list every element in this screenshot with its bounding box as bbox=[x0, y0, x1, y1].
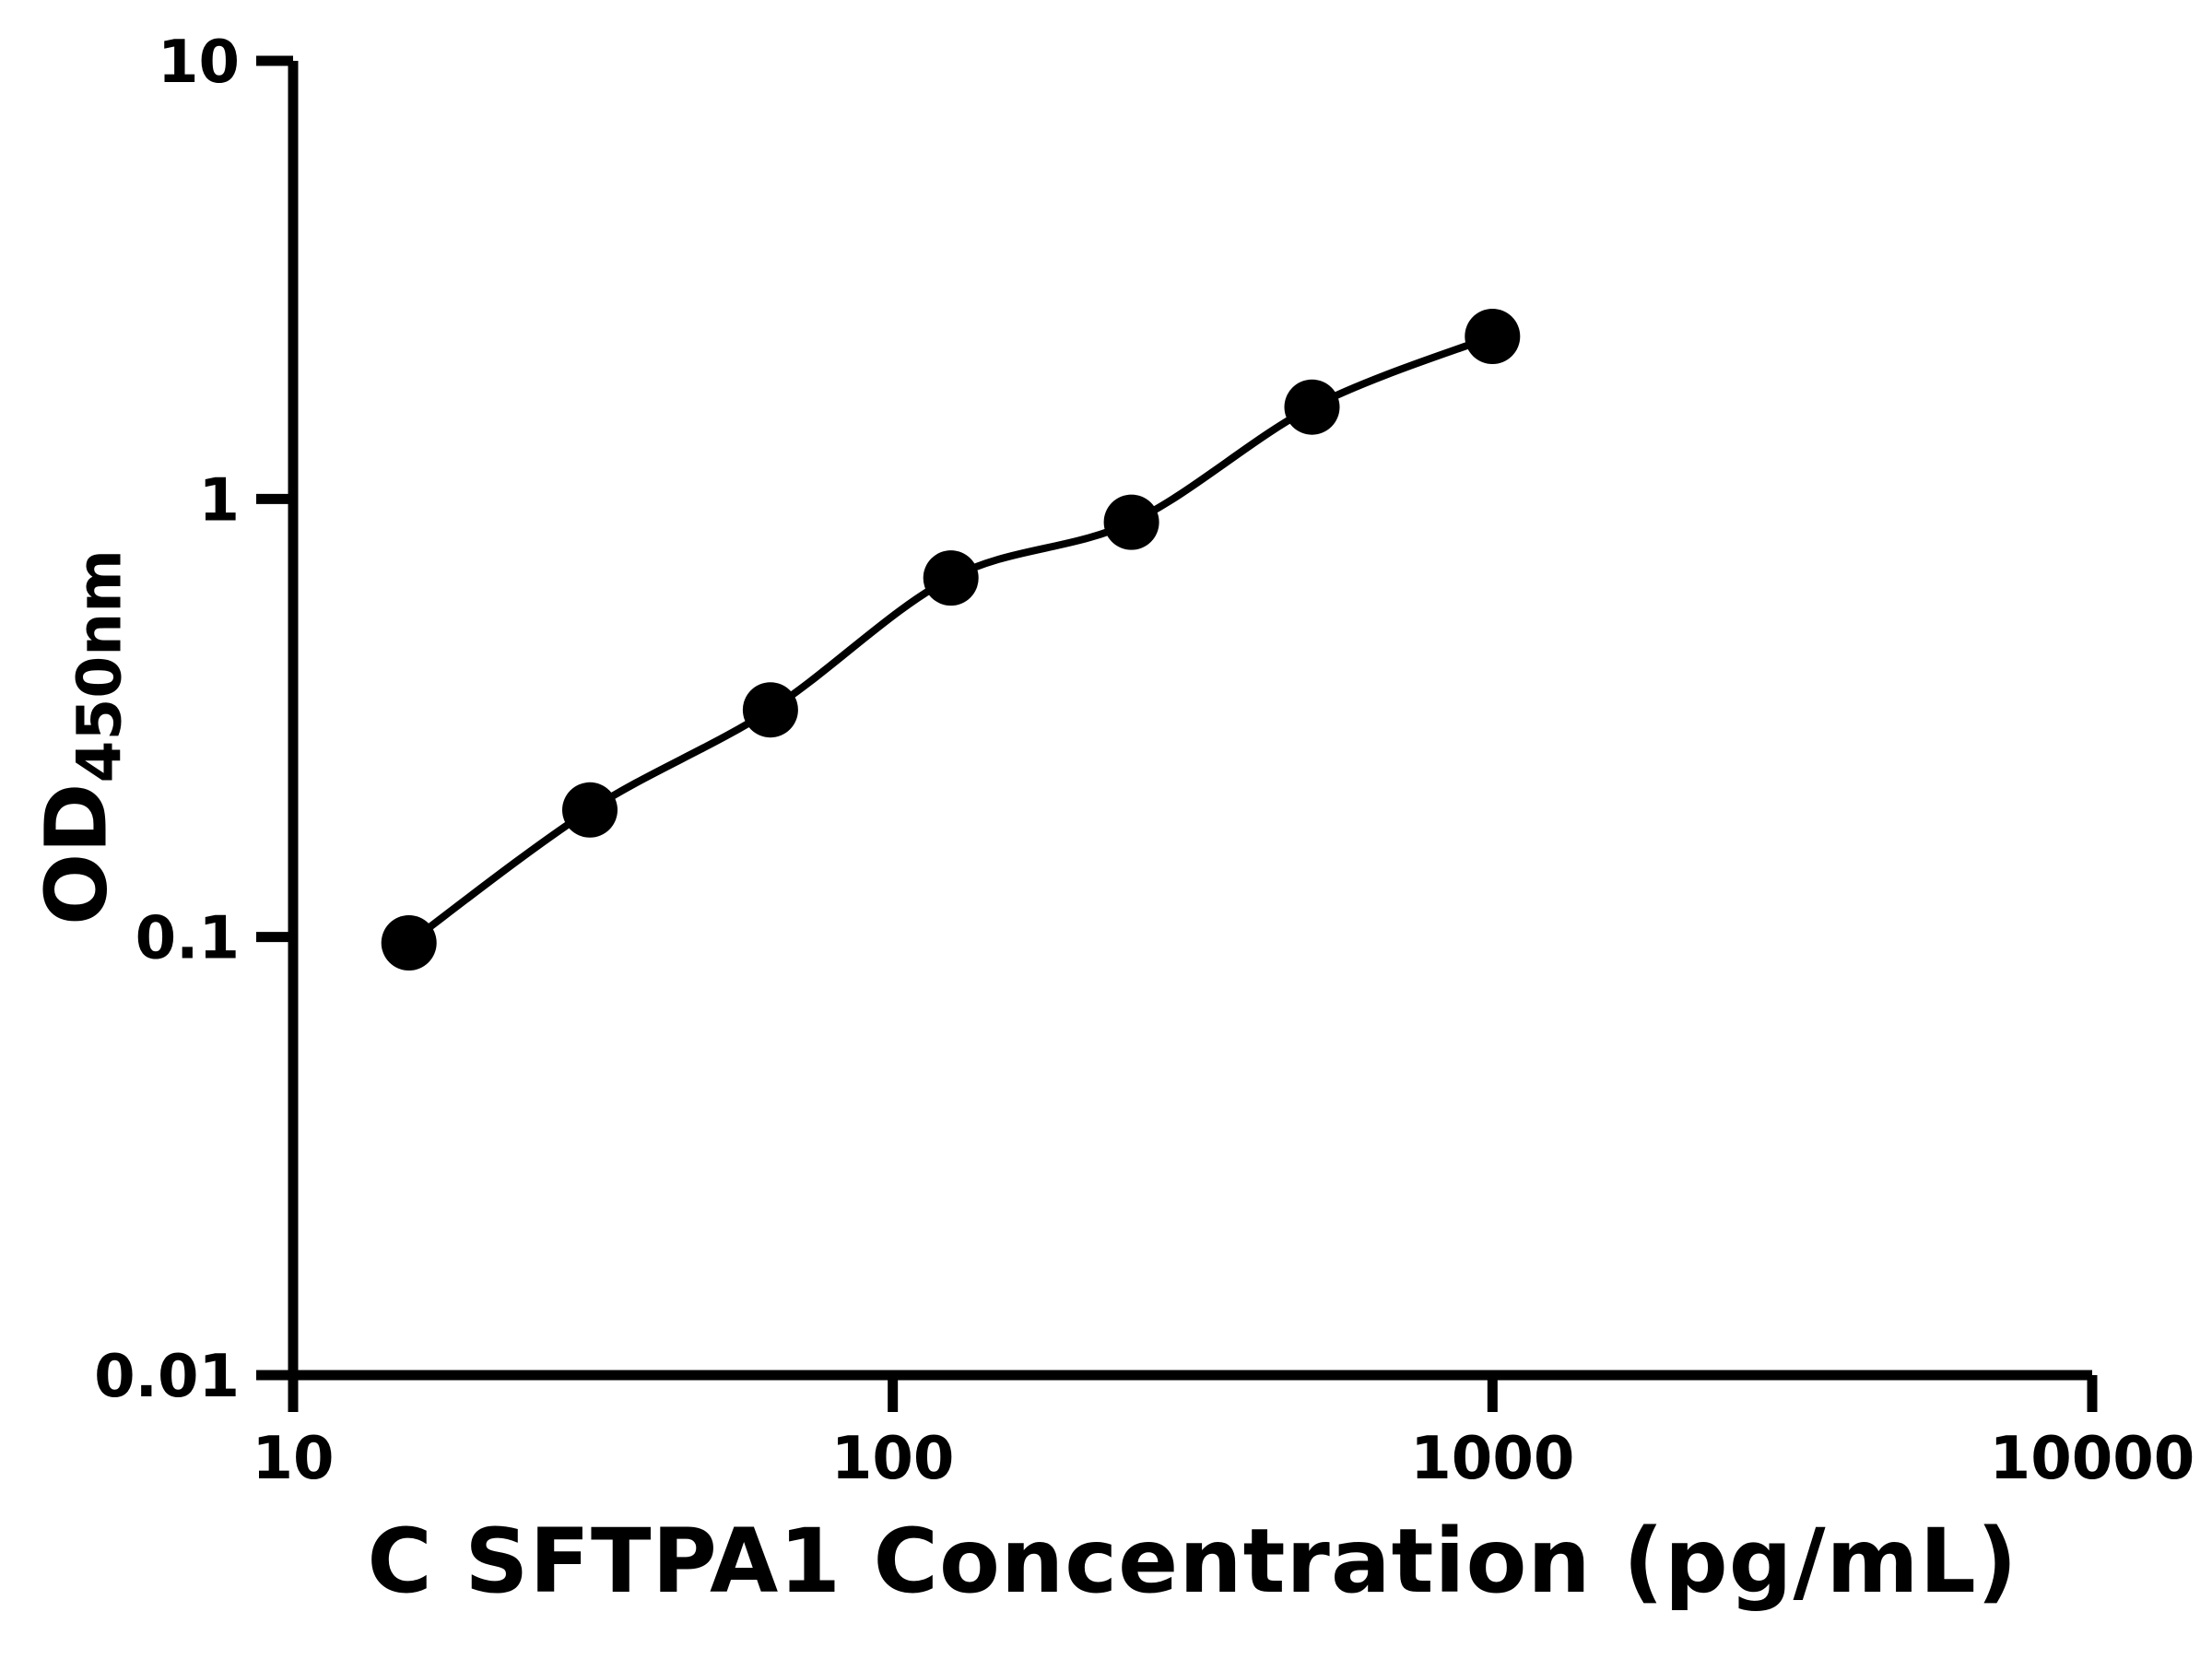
data-point bbox=[562, 782, 618, 838]
data-point bbox=[1284, 379, 1340, 435]
y-tick-label: 0.1 bbox=[135, 905, 240, 973]
y-axis-title: OD450nm bbox=[28, 549, 135, 925]
x-tick-label: 100 bbox=[831, 1425, 955, 1493]
x-tick-label: 10000 bbox=[1990, 1425, 2195, 1493]
y-tick-label: 0.01 bbox=[94, 1343, 240, 1411]
y-axis-title-main: OD bbox=[27, 782, 126, 926]
x-tick-label: 1000 bbox=[1410, 1425, 1574, 1493]
y-tick-label: 10 bbox=[158, 29, 240, 97]
x-tick-label: 10 bbox=[252, 1425, 334, 1493]
y-axis-title-subscript: 450nm bbox=[64, 548, 135, 783]
x-axis-title: C SFTPA1 Concentration (pg/mL) bbox=[367, 1510, 2018, 1613]
data-point bbox=[1103, 494, 1159, 550]
y-tick-label: 1 bbox=[198, 466, 240, 535]
data-point bbox=[381, 915, 437, 971]
data-point bbox=[1465, 309, 1521, 364]
data-point bbox=[742, 682, 798, 738]
data-point bbox=[923, 550, 979, 606]
axes bbox=[288, 61, 2092, 1381]
